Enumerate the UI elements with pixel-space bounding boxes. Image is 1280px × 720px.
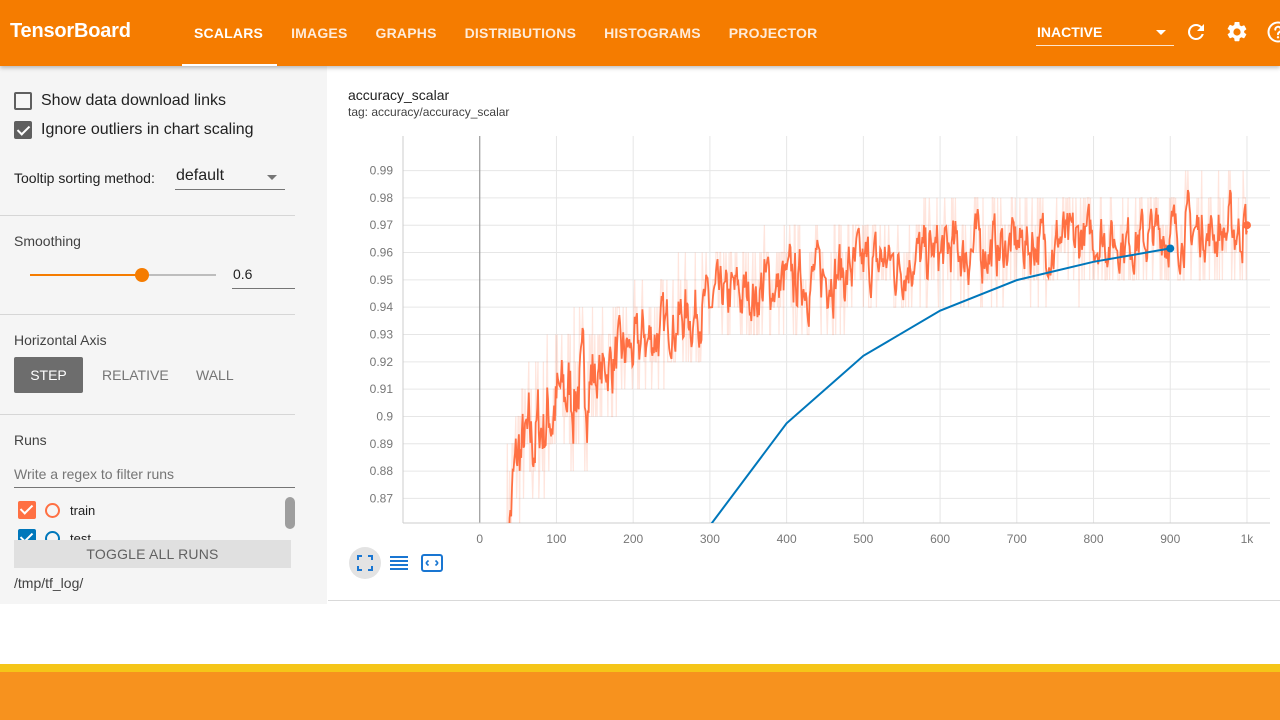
x-tick-label: 700 [1007, 532, 1027, 546]
y-tick-label: 0.98 [370, 191, 394, 205]
x-tick-label: 400 [777, 532, 797, 546]
sidebar: Show data download links Ignore outliers… [0, 66, 327, 604]
y-tick-label: 0.96 [370, 246, 394, 260]
axis-step-button[interactable]: STEP [14, 357, 83, 393]
run-item-train[interactable]: train [18, 501, 95, 519]
run-item-test[interactable]: test [18, 529, 91, 540]
run-checkbox-train[interactable] [18, 501, 36, 519]
fullscreen-icon [357, 555, 373, 571]
runs-filter-input[interactable]: Write a regex to filter runs [14, 462, 295, 488]
tab-images[interactable]: IMAGES [291, 25, 348, 41]
status-dropdown-value: INACTIVE [1037, 24, 1103, 40]
smoothing-value-input[interactable]: 0.6 [232, 266, 295, 289]
run-label-train: train [70, 502, 96, 518]
help-icon[interactable] [1266, 20, 1280, 44]
show-download-links-label: Show data download links [41, 92, 227, 109]
dashboard-tabs: SCALARS IMAGES GRAPHS DISTRIBUTIONS HIST… [180, 0, 831, 66]
test-line [710, 247, 1171, 523]
tab-scalars[interactable]: SCALARS [180, 0, 278, 66]
top-app-bar: TensorBoard SCALARS IMAGES GRAPHS DISTRI… [0, 0, 1280, 66]
run-color-swatch-train[interactable] [45, 502, 60, 518]
y-tick-label: 0.89 [370, 437, 394, 451]
gear-icon[interactable] [1225, 20, 1249, 44]
train-end-point [1242, 221, 1251, 230]
tab-histograms[interactable]: HISTOGRAMS [604, 25, 701, 41]
tab-distributions[interactable]: DISTRIBUTIONS [464, 25, 577, 41]
divider [0, 314, 295, 315]
x-tick-label: 200 [623, 532, 643, 546]
accuracy-chart[interactable]: 0.87 0.88 0.89 0.9 0.91 0.92 0.93 0.94 0.95 0.96 0… [328, 66, 1280, 601]
y-tick-label: 0.92 [370, 355, 394, 369]
divider [0, 414, 295, 415]
y-tick-label: 0.99 [370, 164, 394, 178]
status-dropdown[interactable]: INACTIVE [1036, 18, 1174, 46]
refresh-icon[interactable] [1184, 20, 1208, 44]
y-tick-label: 0.88 [370, 464, 394, 478]
axis-wall-button[interactable]: WALL [196, 367, 234, 383]
ignore-outliers-checkbox[interactable]: Ignore outliers in chart scaling [14, 121, 254, 139]
y-tick-label: 0.97 [370, 218, 394, 232]
smoothing-title: Smoothing [14, 233, 81, 249]
smoothing-slider-fill [30, 274, 142, 276]
app-title: TensorBoard [10, 20, 131, 42]
tab-graphs[interactable]: GRAPHS [375, 25, 437, 41]
y-tick-label: 0.87 [370, 491, 394, 505]
x-tick-label: 900 [1160, 532, 1180, 546]
axis-relative-button[interactable]: RELATIVE [102, 367, 169, 383]
checkbox-checked-icon [14, 121, 32, 139]
expand-icon [421, 554, 443, 572]
test-end-point [1166, 244, 1175, 253]
y-tick-label: 0.95 [370, 273, 394, 287]
smoothing-slider[interactable] [30, 268, 216, 282]
scalar-chart-card: 0.87 0.88 0.89 0.9 0.91 0.92 0.93 0.94 0.95 0.96 0… [328, 66, 1280, 601]
list-icon [390, 556, 408, 570]
footer-bar [0, 664, 1280, 720]
y-tick-label: 0.93 [370, 328, 394, 342]
expand-chart-button[interactable] [416, 547, 448, 579]
tooltip-sorting-dropdown[interactable]: default [175, 166, 285, 190]
train-smoothed-line [508, 189, 1248, 523]
chevron-down-icon [1156, 30, 1166, 35]
run-label-test: test [70, 530, 91, 541]
checkbox-icon [14, 92, 32, 110]
run-color-swatch-test[interactable] [45, 530, 60, 540]
chevron-down-icon [267, 175, 277, 180]
run-checkbox-test[interactable] [18, 529, 36, 540]
smoothing-slider-knob[interactable] [134, 268, 149, 282]
x-tick-label: 300 [700, 532, 720, 546]
tooltip-sorting-value: default [176, 167, 225, 184]
toggle-log-scale-button[interactable] [383, 547, 415, 579]
chart-tag: tag: accuracy/accuracy_scalar [348, 105, 510, 119]
x-tick-label: 100 [546, 532, 566, 546]
log-directory: /tmp/tf_log/ [14, 575, 84, 591]
train-raw-line [506, 170, 1248, 523]
runs-title: Runs [14, 432, 47, 448]
tab-projector[interactable]: PROJECTOR [728, 25, 818, 41]
x-tick-label: 500 [853, 532, 873, 546]
runs-scrollbar[interactable] [285, 497, 295, 529]
ignore-outliers-label: Ignore outliers in chart scaling [41, 121, 254, 138]
y-tick-label: 0.91 [370, 382, 394, 396]
show-download-links-checkbox[interactable]: Show data download links [14, 92, 226, 110]
x-tick-label: 1k [1241, 532, 1255, 546]
horizontal-axis-title: Horizontal Axis [14, 332, 107, 348]
chart-title: accuracy_scalar [348, 87, 450, 103]
x-tick-label: 0 [476, 532, 483, 546]
x-tick-label: 800 [1084, 532, 1104, 546]
fit-domain-button[interactable] [349, 547, 381, 579]
y-tick-label: 0.9 [376, 409, 393, 423]
runs-list: train test [0, 492, 285, 540]
tooltip-sorting-label: Tooltip sorting method: [14, 170, 155, 186]
y-tick-label: 0.94 [370, 300, 394, 314]
toggle-all-runs-button[interactable]: TOGGLE ALL RUNS [14, 540, 291, 568]
x-tick-label: 600 [930, 532, 950, 546]
page-blank-area [0, 604, 1280, 664]
divider [0, 215, 295, 216]
